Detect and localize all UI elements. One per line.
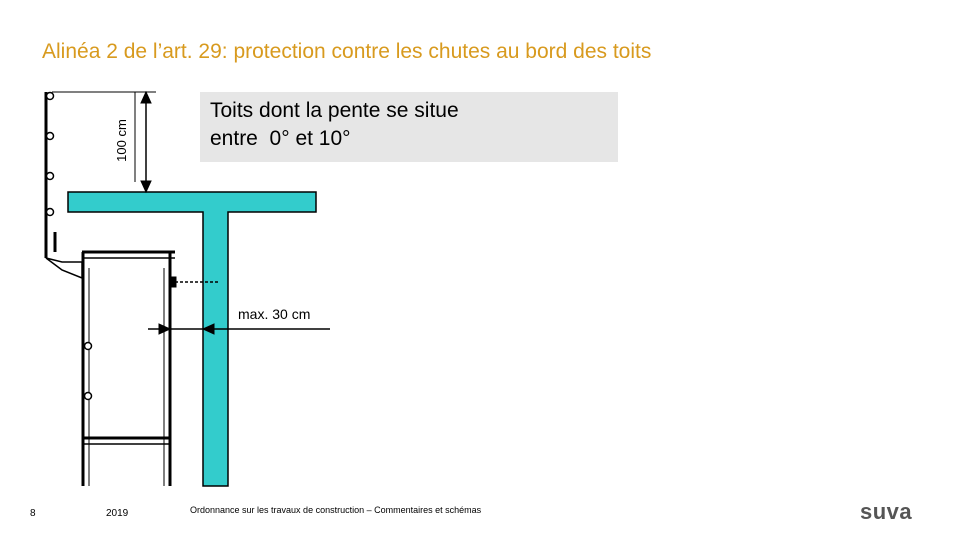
gap-dimension-label: max. 30 cm <box>238 306 311 322</box>
height-dimension <box>52 90 156 194</box>
callout-line-2: entre 0° et 10° <box>210 127 351 150</box>
rail-clamp-4 <box>45 207 55 217</box>
height-dimension-label-wrap: 100 cm <box>107 97 135 183</box>
wall-tie-coupler <box>169 276 177 288</box>
gap-arrow-left <box>158 323 172 335</box>
suva-logo: suva <box>860 499 913 524</box>
roof-structure <box>67 191 317 487</box>
height-arrow-top <box>140 90 152 104</box>
slide-title: Alinéa 2 de l’art. 29: protection contre… <box>42 40 652 63</box>
rail-clamp-1 <box>45 91 55 101</box>
scaffold-clamp-1 <box>83 341 93 351</box>
scaffold-clamp-2 <box>83 391 93 401</box>
roof-slope-callout: Toits dont la pente se situe entre 0° et… <box>200 92 618 162</box>
callout-line-1: Toits dont la pente se situe <box>210 99 459 122</box>
scaffold-top-bracket <box>45 257 83 280</box>
gap-dimension <box>148 323 330 335</box>
roof-slab-and-wall <box>67 191 317 487</box>
footer-year: 2019 <box>106 508 129 519</box>
height-dimension-label: 100 cm <box>113 118 129 162</box>
footer-text: Ordonnance sur les travaux de constructi… <box>190 505 482 515</box>
rail-clamp-3 <box>45 171 55 181</box>
height-arrow-bottom <box>140 180 152 194</box>
gap-arrow-right <box>201 323 215 335</box>
scaffold-frame <box>45 250 218 486</box>
guardrail <box>44 91 57 258</box>
page-number: 8 <box>30 508 36 519</box>
rail-clamp-2 <box>45 131 55 141</box>
